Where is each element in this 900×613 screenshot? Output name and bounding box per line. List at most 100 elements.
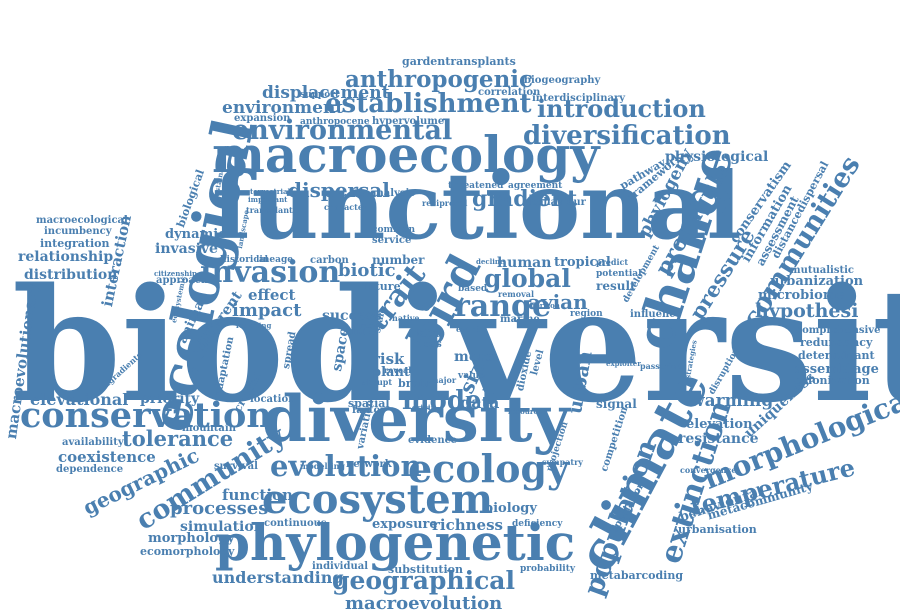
word-biodiversity: biodiversity [12, 254, 900, 437]
word-service: service [372, 235, 412, 246]
word-hypothesi: hypothesi [755, 300, 859, 322]
word-hypervolume: hypervolume [372, 116, 445, 127]
word-establishment: establishment [325, 89, 532, 119]
word-global: global [484, 264, 571, 293]
word-function: function [222, 486, 293, 504]
word-redundancy: redundancy [800, 336, 873, 349]
word-predict: predict [596, 257, 629, 267]
word-model: model [402, 386, 492, 416]
word-availability: availability [62, 437, 124, 448]
word-citizenship: citizenship [154, 269, 197, 278]
word-ecosystem: ecosystem [262, 476, 494, 523]
word-time: time [346, 324, 377, 338]
word-colonization: colonization [794, 374, 870, 387]
word-simulation: simulation [180, 519, 264, 535]
word-origin: origin [412, 403, 436, 412]
word-number: number [372, 253, 425, 267]
word-physiological: physiological [665, 149, 769, 165]
word-potential: potential [596, 269, 642, 279]
word-loss: loss [420, 339, 442, 350]
word-integration: integration [40, 237, 110, 250]
word-resistance: resistance [678, 431, 759, 447]
word-lineage: lineage [256, 255, 293, 265]
word-influence: influence [630, 309, 682, 320]
word-morphology: morphology [148, 531, 235, 546]
word-continuous: continuous [264, 518, 327, 529]
word-correlation: correlation [478, 87, 541, 98]
word-tolerance: tolerance [122, 426, 234, 451]
word-more: more [454, 349, 495, 365]
word-risk: risk [372, 350, 405, 368]
word-elevation: elevation [686, 417, 753, 432]
word-sympatry: sympatry [542, 457, 583, 467]
word-future: future [362, 280, 401, 293]
word-ecology: ecology [408, 446, 570, 491]
word-transplant: transplant [246, 205, 293, 215]
word-history: history [354, 321, 382, 330]
word-individual: individual [312, 561, 369, 572]
word-historical: historical [220, 255, 269, 265]
word-behaviour: behaviour [530, 197, 586, 208]
word-reveal: reveal [384, 365, 412, 375]
word-urbanization: urbanization [770, 274, 864, 289]
word-common: common [372, 225, 416, 235]
word-data: data [460, 393, 500, 412]
word-comprehensive: comprehensive [796, 325, 881, 336]
word-distribution: distribution [24, 267, 118, 283]
word-geographical: geographical [332, 566, 515, 595]
word-marine: marine [500, 314, 540, 325]
word-displacement: displacement [262, 83, 390, 103]
word-anthropogenic: anthropogenic [345, 66, 534, 93]
word-coexistence: coexistence [58, 448, 156, 466]
word-brain: brain [398, 377, 431, 390]
word-region: region [570, 309, 603, 319]
word-biology: biology [484, 501, 537, 516]
word-gradient: gradient [472, 186, 578, 212]
word-survival: survival [214, 461, 258, 472]
word-diversity: diversity [262, 382, 570, 457]
word-environment: environment [222, 98, 344, 118]
word-factor: factor [352, 405, 386, 416]
word-probability: probability [520, 564, 576, 574]
word-evidence: evidence [408, 435, 458, 446]
word-convergence: convergence [680, 465, 737, 475]
word-signal: signal [596, 397, 637, 411]
word-agreement: agreement [508, 181, 563, 191]
word-exploiter: exploiter [606, 359, 641, 368]
word-dispersal: dispersal [288, 178, 390, 202]
word-expansion: expansion [234, 113, 291, 124]
word-support: support [300, 90, 340, 100]
word-understanding: understanding [212, 568, 344, 587]
word-character: character [324, 202, 368, 212]
word-relationship: relationship [18, 249, 114, 265]
word-founding: founding [236, 321, 272, 330]
word-macroevolution: macroevolution [345, 593, 503, 613]
word-success: success [322, 308, 382, 324]
word-approach: approach [156, 275, 209, 286]
word-resource: resource [508, 407, 543, 416]
word-gardentransplants: gardentransplants [402, 55, 516, 68]
word-dependence: dependence [56, 464, 124, 475]
word-substitution: substitution [388, 563, 464, 576]
word-human: human [497, 255, 552, 271]
word-phylogenetic: phylogenetic [215, 513, 576, 572]
word-removal: removal [498, 289, 534, 299]
word-invasion: invasion [200, 255, 341, 290]
word-richness: richness [432, 516, 503, 534]
word-warming: warming [690, 391, 774, 411]
word-elevational: elevational [30, 390, 129, 409]
word-incumbency: incumbency [44, 226, 112, 237]
word-tropical: tropical [554, 255, 611, 270]
word-priority: priority [140, 391, 200, 407]
word-macroecology: macroecology [212, 125, 600, 184]
word-plant: plant [372, 365, 410, 380]
word-functional: functional [212, 152, 742, 260]
word-analysis: analysis [370, 188, 415, 199]
word-range: range [454, 289, 552, 324]
word-mountain: mountain [182, 423, 236, 434]
word-location: location [250, 394, 296, 405]
word-spatial: spatial [348, 397, 390, 410]
word-assemblage: assemblage [794, 362, 879, 377]
word-mutualistic: mutualistic [790, 265, 854, 276]
